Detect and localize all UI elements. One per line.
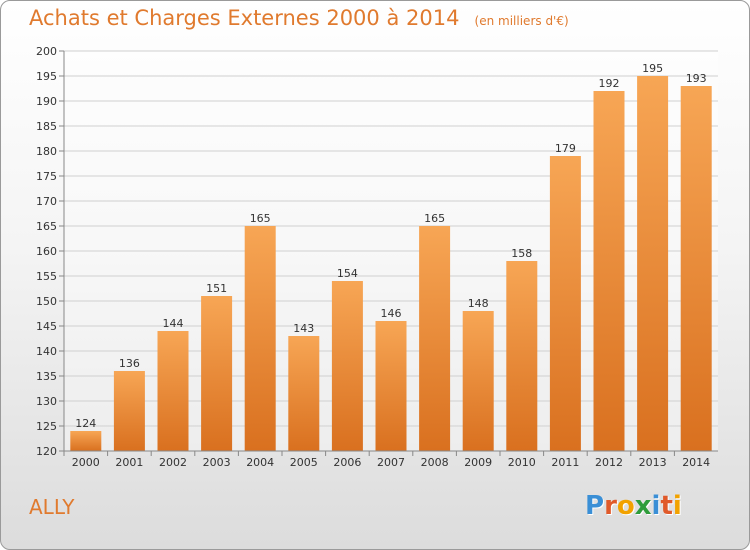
logo-letter: o — [616, 491, 635, 521]
x-tick-label-2011: 2011 — [551, 456, 579, 469]
y-tick-label: 200 — [36, 45, 57, 58]
y-tick-label: 180 — [36, 145, 57, 158]
x-tick-label-2002: 2002 — [159, 456, 187, 469]
x-tick-label-2006: 2006 — [333, 456, 361, 469]
y-tick-label: 195 — [36, 70, 57, 83]
y-tick-label: 125 — [36, 420, 57, 433]
commune-name: ALLY — [29, 495, 75, 519]
x-tick-label-2009: 2009 — [464, 456, 492, 469]
bar-2009 — [462, 311, 494, 451]
x-tick-label-2004: 2004 — [246, 456, 274, 469]
bar-2014 — [680, 86, 712, 451]
logo-letter: P — [585, 491, 605, 521]
y-tick-label: 135 — [36, 370, 57, 383]
x-tick-label-2008: 2008 — [421, 456, 449, 469]
data-label-2011: 179 — [555, 142, 576, 155]
bar-2002 — [157, 331, 189, 451]
data-label-2007: 146 — [381, 307, 402, 320]
y-tick-label: 130 — [36, 395, 57, 408]
chart-title: Achats et Charges Externes 2000 à 2014 (… — [29, 6, 569, 30]
logo-letter: t — [660, 491, 673, 521]
y-tick-label: 175 — [36, 170, 57, 183]
unit-text: (en milliers d'€) — [474, 14, 569, 28]
data-label-2010: 158 — [511, 247, 532, 260]
data-label-2001: 136 — [119, 357, 140, 370]
bar-2007 — [375, 321, 407, 451]
bar-2012 — [593, 91, 625, 451]
data-label-2000: 124 — [75, 417, 96, 430]
x-tick-label-2003: 2003 — [203, 456, 231, 469]
bar-2013 — [637, 76, 669, 451]
x-tick-label-2000: 2000 — [72, 456, 100, 469]
bar-2011 — [549, 156, 581, 451]
bar-2010 — [506, 261, 538, 451]
bar-2006 — [331, 281, 363, 451]
bar-2003 — [201, 296, 233, 451]
logo-letter: x — [634, 491, 652, 521]
x-tick-label-2012: 2012 — [595, 456, 623, 469]
y-tick-label: 150 — [36, 295, 57, 308]
data-label-2004: 165 — [250, 212, 271, 225]
bar-2000 — [70, 431, 102, 451]
data-label-2002: 144 — [163, 317, 184, 330]
data-label-2013: 195 — [642, 62, 663, 75]
y-tick-label: 170 — [36, 195, 57, 208]
logo-letter: i — [672, 491, 682, 521]
data-label-2006: 154 — [337, 267, 358, 280]
x-tick-label-2014: 2014 — [682, 456, 710, 469]
data-label-2009: 148 — [468, 297, 489, 310]
y-tick-label: 120 — [36, 445, 57, 458]
logo-letter: i — [651, 491, 661, 521]
x-tick-label-2007: 2007 — [377, 456, 405, 469]
y-tick-label: 145 — [36, 320, 57, 333]
title-text: Achats et Charges Externes 2000 à 2014 — [29, 6, 460, 30]
y-tick-label: 160 — [36, 245, 57, 258]
logo-letter: r — [604, 491, 617, 521]
data-label-2005: 143 — [293, 322, 314, 335]
y-tick-label: 140 — [36, 345, 57, 358]
bar-2001 — [113, 371, 145, 451]
y-tick-label: 190 — [36, 95, 57, 108]
bar-2004 — [244, 226, 276, 451]
data-label-2003: 151 — [206, 282, 227, 295]
x-tick-label-2013: 2013 — [639, 456, 667, 469]
y-tick-label: 165 — [36, 220, 57, 233]
y-tick-label: 155 — [36, 270, 57, 283]
data-label-2012: 192 — [599, 77, 620, 90]
proxiti-logo: Proxiti — [585, 491, 682, 521]
bar-2008 — [419, 226, 451, 451]
data-label-2014: 193 — [686, 72, 707, 85]
data-label-2008: 165 — [424, 212, 445, 225]
bar-2005 — [288, 336, 320, 451]
x-tick-label-2001: 2001 — [115, 456, 143, 469]
y-tick-label: 185 — [36, 120, 57, 133]
x-tick-label-2005: 2005 — [290, 456, 318, 469]
x-tick-label-2010: 2010 — [508, 456, 536, 469]
